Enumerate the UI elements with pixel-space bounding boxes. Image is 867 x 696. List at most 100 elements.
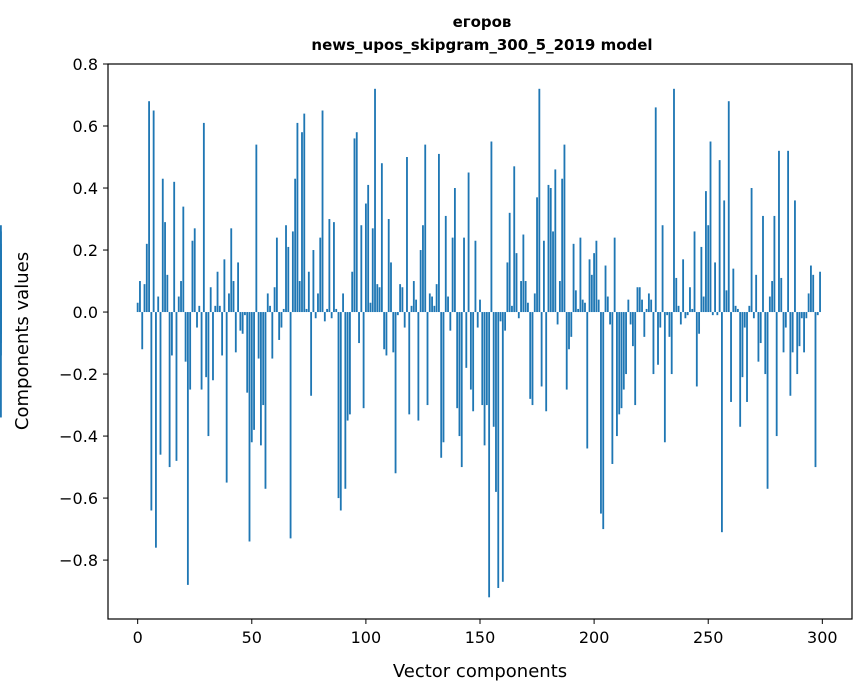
bar-268: [748, 305, 751, 313]
y-axis-label: Components values: [12, 252, 33, 430]
bar-157: [495, 312, 497, 492]
bar-140: [456, 312, 459, 409]
y-tick-label: −0.4: [59, 427, 98, 446]
bar-9: [157, 296, 160, 313]
bar-123: [417, 312, 420, 421]
bar-176: [538, 88, 541, 313]
bar-244: [693, 231, 696, 313]
bar-50: [250, 312, 253, 443]
bar-291: [800, 312, 803, 319]
bar-296: [812, 274, 815, 313]
bar-74: [305, 308, 308, 313]
bar-53: [257, 312, 260, 359]
bar-150: [479, 299, 481, 313]
bar-24: [191, 240, 194, 313]
bar-229: [659, 312, 662, 328]
bar-57: [266, 293, 269, 313]
bar-211: [618, 312, 621, 415]
bar-105: [376, 284, 379, 313]
plot-frame: [107, 63, 853, 620]
bar-119: [408, 312, 411, 415]
bar-228: [657, 312, 659, 365]
bar-91: [344, 312, 347, 489]
bar-65: [285, 225, 287, 313]
bar-234: [670, 312, 673, 375]
bar-208: [611, 312, 614, 464]
bar-187: [563, 144, 566, 313]
bar-71: [298, 281, 301, 313]
bar-147: [472, 312, 475, 412]
bar-263: [736, 308, 739, 313]
bar-54: [259, 312, 262, 446]
bar-38: [223, 259, 226, 313]
bar-39: [225, 312, 228, 483]
bar-278: [771, 281, 774, 313]
bar-285: [787, 150, 790, 313]
chart-title-line-2: news_upos_skipgram_300_5_2019 model: [311, 36, 652, 54]
bar-11: [161, 178, 164, 313]
bar-16: [173, 181, 176, 313]
bar-4: [145, 243, 148, 313]
bar-3: [143, 284, 146, 313]
bar-293: [805, 312, 808, 319]
x-tick-label: 150: [465, 628, 496, 647]
bar-136: [447, 296, 449, 313]
bar-297: [814, 312, 817, 468]
bar-132: [438, 153, 440, 313]
bar-255: [718, 160, 721, 313]
bar-160: [501, 312, 504, 582]
x-tick-label: 300: [807, 628, 838, 647]
bar-134: [442, 312, 445, 443]
bar-225: [650, 299, 653, 313]
bar-96: [355, 132, 358, 313]
bar-51: [253, 312, 255, 430]
bar-220: [638, 287, 641, 313]
bar-64: [282, 308, 285, 313]
bar-184: [556, 312, 559, 325]
y-axis-ticks: −0.8 −0.6 −0.4 −0.2 0.0 0.2 0.4 0.6 0.8: [59, 55, 108, 570]
bar-28: [200, 312, 203, 390]
bar-241: [686, 312, 689, 316]
bar-34: [214, 305, 217, 313]
x-tick-label: 200: [579, 628, 610, 647]
bar-62: [278, 312, 281, 340]
bar-162: [506, 262, 509, 313]
bar-80: [319, 237, 322, 313]
bar-199: [590, 274, 593, 313]
bar-77: [312, 250, 315, 313]
bar-299: [819, 271, 821, 313]
bar-121: [412, 281, 415, 313]
bar-250: [707, 225, 710, 313]
bar-179: [545, 312, 548, 412]
bar-174: [533, 293, 536, 313]
bar-131: [435, 284, 438, 313]
bar-48: [246, 312, 249, 393]
bar-13: [166, 274, 169, 313]
bar-112: [392, 312, 395, 353]
bar-156: [492, 312, 495, 427]
bar-288: [794, 200, 796, 313]
bar-231: [663, 312, 666, 443]
bar-209: [613, 237, 616, 313]
bar-94: [351, 271, 354, 313]
bar-36: [218, 305, 221, 313]
bar-106: [378, 287, 381, 313]
bar-252: [711, 312, 714, 316]
bar-133: [440, 312, 443, 458]
bar-138: [451, 237, 454, 313]
bar-183: [554, 169, 557, 313]
bar-195: [581, 299, 584, 313]
bar-219: [636, 287, 639, 313]
bar-73: [303, 113, 306, 313]
bar-148: [474, 240, 477, 313]
bar-86: [333, 222, 335, 313]
bar-129: [431, 296, 433, 313]
bar-135: [444, 215, 447, 313]
bar-238: [679, 312, 682, 325]
bar-82: [323, 312, 326, 322]
bar-76: [310, 312, 313, 396]
bar-171: [527, 302, 529, 313]
bar-242: [689, 287, 691, 313]
bar-89: [339, 312, 342, 511]
bar-70: [296, 122, 299, 313]
